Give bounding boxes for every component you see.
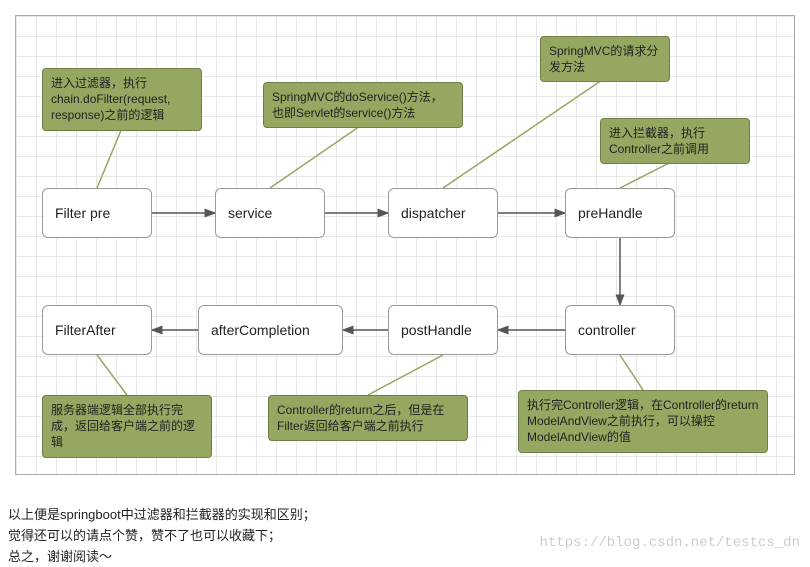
callout-c_filterAfter: 服务器端逻辑全部执行完成，返回给客户端之前的逻辑 [42, 395, 212, 458]
node-filterAfter: FilterAfter [42, 305, 152, 355]
callout-c_dispatcher: SpringMVC的请求分发方法 [540, 36, 670, 82]
callout-c_controller: 执行完Controller逻辑，在Controller的return Model… [518, 390, 768, 453]
node-postHandle: postHandle [388, 305, 498, 355]
callout-c_preHandle: 进入拦截器，执行Controller之前调用 [600, 118, 750, 164]
node-afterCompletion: afterCompletion [198, 305, 343, 355]
watermark: https://blog.csdn.net/testcs_dn [540, 535, 800, 551]
node-controller: controller [565, 305, 675, 355]
footer-text: 以上便是springboot中过滤器和拦截器的实现和区别； 觉得还可以的请点个赞… [8, 505, 316, 567]
callout-c_filter_pre: 进入过滤器，执行chain.doFilter(request, response… [42, 68, 202, 131]
node-filter_pre: Filter pre [42, 188, 152, 238]
footer-line-2: 觉得还可以的请点个赞，赞不了也可以收藏下； [8, 526, 316, 547]
callout-c_service: SpringMVC的doService()方法，也即Servlet的servic… [263, 82, 463, 128]
node-dispatcher: dispatcher [388, 188, 498, 238]
node-service: service [215, 188, 325, 238]
node-preHandle: preHandle [565, 188, 675, 238]
flowchart-diagram: Filter pre service dispatcher preHandle cont… [0, 0, 810, 490]
callout-c_postHandle: Controller的return之后，但是在Filter返回给客户端之前执行 [268, 395, 468, 441]
footer-line-3: 总之，谢谢阅读～ [8, 547, 316, 567]
footer-line-1: 以上便是springboot中过滤器和拦截器的实现和区别； [8, 505, 316, 526]
